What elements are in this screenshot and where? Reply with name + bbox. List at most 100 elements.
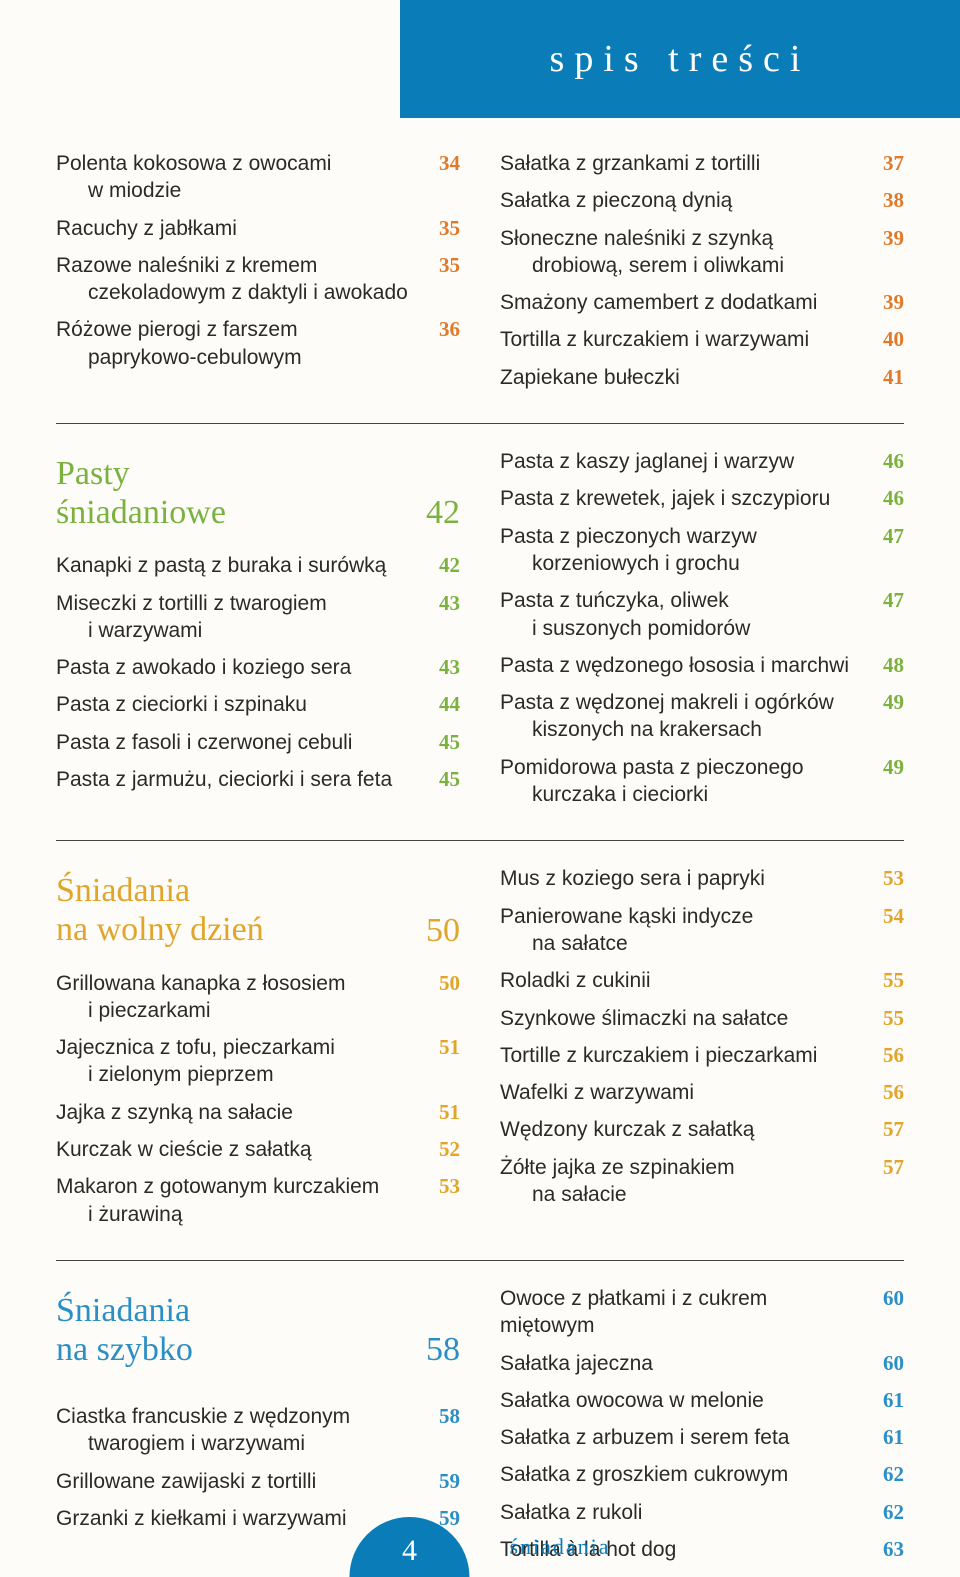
entry-text: Racuchy z jabłkami (56, 215, 420, 242)
entry-text: Panierowane kąski indyczena sałatce (500, 903, 864, 958)
entry-text: Pasta z wędzonej makreli i ogórkówkiszon… (500, 689, 864, 744)
toc-entry: Jajecznica z tofu, pieczarkamii zielonym… (56, 1034, 460, 1089)
entry-page: 46 (864, 485, 904, 512)
toc-entry: Żółte jajka ze szpinakiemna sałacie57 (500, 1154, 904, 1209)
footer-page-badge: 4 (349, 1517, 469, 1577)
entry-page: 40 (864, 326, 904, 353)
entry-page: 42 (420, 552, 460, 579)
toc-entry: Polenta kokosowa z owocamiw miodzie34 (56, 150, 460, 205)
toc-entry: Pasta z cieciorki i szpinaku44 (56, 691, 460, 718)
entry-text: Pasta z tuńczyka, oliweki suszonych pomi… (500, 587, 864, 642)
section-wolny-dzien: Śniadania na wolny dzień 50 Grillowana k… (56, 865, 904, 1238)
entry-text: Tortille z kurczakiem i pieczarkami (500, 1042, 864, 1069)
sec2-title-l1: Pasty (56, 455, 130, 492)
entry-page: 55 (864, 967, 904, 994)
entry-page: 62 (864, 1499, 904, 1526)
entry-page: 61 (864, 1387, 904, 1414)
header-banner: spis treści (400, 0, 960, 118)
toc-entry: Makaron z gotowanym kurczakiemi żurawiną… (56, 1173, 460, 1228)
entry-text: Pasta z krewetek, jajek i szczypioru (500, 485, 864, 512)
entry-text: Pasta z kaszy jaglanej i warzyw (500, 448, 864, 475)
entry-text: Pasta z pieczonych warzywkorzeniowych i … (500, 523, 864, 578)
sec3-right-col: Mus z koziego sera i papryki53 Panierowan… (500, 865, 904, 1238)
toc-entry: Sałatka owocowa w melonie61 (500, 1387, 904, 1414)
entry-text: Sałatka z groszkiem cukrowym (500, 1461, 864, 1488)
toc-entry: Pomidorowa pasta z pieczonegokurczaka i … (500, 754, 904, 809)
entry-page: 47 (864, 587, 904, 614)
entry-text: Makaron z gotowanym kurczakiemi żurawiną (56, 1173, 420, 1228)
entry-page: 57 (864, 1154, 904, 1181)
entry-page: 46 (864, 448, 904, 475)
entry-page: 49 (864, 689, 904, 716)
entry-text: Jajka z szynką na sałacie (56, 1099, 420, 1126)
entry-page: 48 (864, 652, 904, 679)
toc-entry: Sałatka z grzankami z tortilli37 (500, 150, 904, 177)
footer-page-number: 4 (402, 1534, 417, 1568)
toc-entry: Smażony camembert z dodatkami39 (500, 289, 904, 316)
entry-text: Roladki z cukinii (500, 967, 864, 994)
entry-page: 35 (420, 215, 460, 242)
toc-entry: Mus z koziego sera i papryki53 (500, 865, 904, 892)
toc-entry: Tortille z kurczakiem i pieczarkami56 (500, 1042, 904, 1069)
toc-entry: Ciastka francuskie z wędzonymtwarogiem i… (56, 1403, 460, 1458)
sec4-head: Śniadania na szybko 58 (56, 1291, 460, 1369)
entry-text: Grillowane zawijaski z tortilli (56, 1468, 420, 1495)
entry-text: Polenta kokosowa z owocamiw miodzie (56, 150, 420, 205)
entry-page: 56 (864, 1079, 904, 1106)
toc-entry: Sałatka z groszkiem cukrowym62 (500, 1461, 904, 1488)
toc-entry: Grillowane zawijaski z tortilli59 (56, 1468, 460, 1495)
toc-entry: Pasta z pieczonych warzywkorzeniowych i … (500, 523, 904, 578)
toc-entry: Wędzony kurczak z sałatką57 (500, 1116, 904, 1143)
toc-entry: Wafelki z warzywami56 (500, 1079, 904, 1106)
entry-text: Sałatka jajeczna (500, 1350, 864, 1377)
entry-text: Sałatka z pieczoną dynią (500, 187, 864, 214)
entry-page: 61 (864, 1424, 904, 1451)
entry-page: 43 (420, 590, 460, 617)
toc-entry: Szynkowe ślimaczki na sałatce55 (500, 1005, 904, 1032)
entry-text: Różowe pierogi z farszempaprykowo-cebulo… (56, 316, 420, 371)
sec4-title-l1: Śniadania (56, 1292, 190, 1329)
entry-page: 59 (420, 1468, 460, 1495)
entry-page: 34 (420, 150, 460, 177)
toc-entry: Sałatka z pieczoną dynią38 (500, 187, 904, 214)
toc-entry: Racuchy z jabłkami35 (56, 215, 460, 242)
entry-page: 36 (420, 316, 460, 343)
entry-text: Pasta z cieciorki i szpinaku (56, 691, 420, 718)
entry-text: Kurczak w cieście z sałatką (56, 1136, 420, 1163)
toc-entry: Pasta z kaszy jaglanej i warzyw46 (500, 448, 904, 475)
sec2-title-l2: śniadaniowe (56, 494, 226, 531)
entry-text: Razowe naleśniki z krememczekoladowym z … (56, 252, 420, 307)
entry-page: 37 (864, 150, 904, 177)
entry-text: Zapiekane bułeczki (500, 364, 864, 391)
entry-text: Tortilla z kurczakiem i warzywami (500, 326, 864, 353)
entry-text: Pasta z jarmużu, cieciorki i sera feta (56, 766, 420, 793)
toc-entry: Miseczki z tortilli z twarogiemi warzywa… (56, 590, 460, 645)
entry-text: Grillowana kanapka z łososiemi pieczarka… (56, 970, 420, 1025)
toc-entry: Kanapki z pastą z buraka i surówką42 (56, 552, 460, 579)
toc-entry: Sałatka z arbuzem i serem feta61 (500, 1424, 904, 1451)
sec3-left-col: Śniadania na wolny dzień 50 Grillowana k… (56, 865, 460, 1238)
entry-page: 53 (420, 1173, 460, 1200)
sec4-page: 58 (426, 1331, 460, 1369)
entry-page: 56 (864, 1042, 904, 1069)
top-section: Polenta kokosowa z owocamiw miodzie34 Rac… (56, 150, 904, 401)
toc-entry: Pasta z wędzonej makreli i ogórkówkiszon… (500, 689, 904, 744)
entry-page: 39 (864, 289, 904, 316)
toc-entry: Pasta z fasoli i czerwonej cebuli45 (56, 729, 460, 756)
entry-page: 35 (420, 252, 460, 279)
entry-text: Pasta z wędzonego łososia i marchwi (500, 652, 864, 679)
entry-text: Sałatka owocowa w melonie (500, 1387, 864, 1414)
entry-text: Miseczki z tortilli z twarogiemi warzywa… (56, 590, 420, 645)
entry-page: 51 (420, 1099, 460, 1126)
entry-page: 58 (420, 1403, 460, 1430)
divider (56, 423, 904, 424)
sec4-title: Śniadania na szybko (56, 1291, 193, 1369)
toc-entry: Roladki z cukinii55 (500, 967, 904, 994)
sec3-page: 50 (426, 912, 460, 950)
entry-page: 45 (420, 766, 460, 793)
entry-page: 52 (420, 1136, 460, 1163)
toc-entry: Grillowana kanapka z łososiemi pieczarka… (56, 970, 460, 1025)
sec3-title: Śniadania na wolny dzień (56, 871, 264, 949)
sec2-right-col: Pasta z kaszy jaglanej i warzyw46Pasta z… (500, 448, 904, 818)
entry-text: Kanapki z pastą z buraka i surówką (56, 552, 420, 579)
